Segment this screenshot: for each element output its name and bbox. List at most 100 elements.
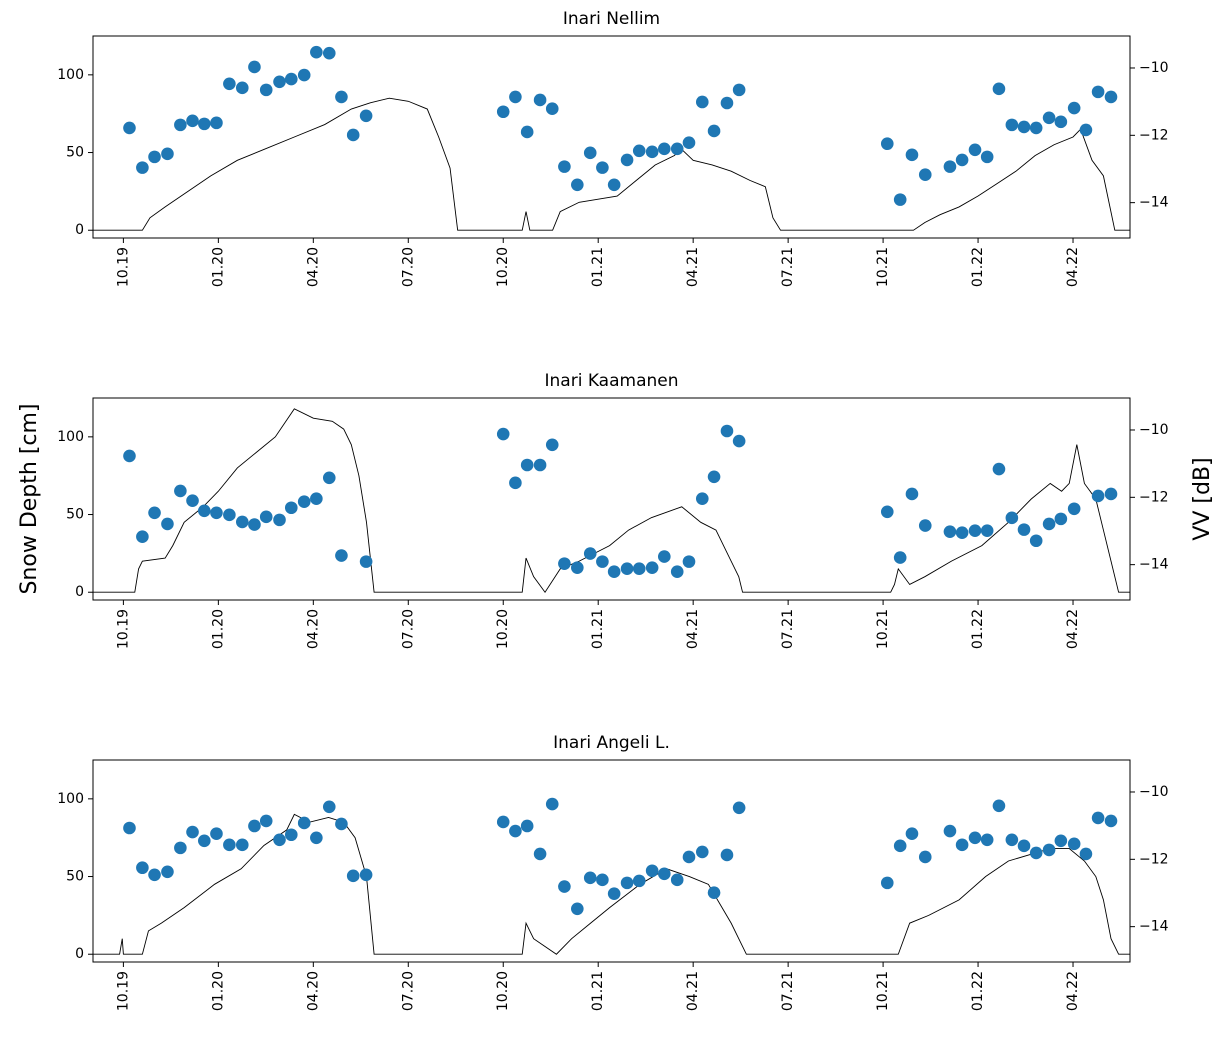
vv-point <box>533 458 547 472</box>
vv-point <box>1067 101 1081 115</box>
vv-point <box>186 825 199 839</box>
vv-point <box>645 145 659 159</box>
vv-point <box>1067 502 1081 516</box>
vv-point <box>1091 811 1105 825</box>
vv-point <box>335 549 348 562</box>
vv-point <box>905 487 919 501</box>
vv-point <box>1005 511 1019 525</box>
vv-point <box>509 824 522 838</box>
plot-frame <box>92 35 1131 239</box>
vv-point <box>893 839 907 853</box>
vv-point <box>186 494 199 507</box>
x-tick-label: 10.21 <box>875 971 891 1011</box>
vv-point <box>136 530 149 544</box>
vv-point <box>223 77 236 91</box>
vv-point <box>322 471 336 485</box>
x-tick-label: 07.21 <box>780 247 796 287</box>
vv-point <box>571 902 584 916</box>
vv-point <box>980 833 994 847</box>
vv-point <box>893 193 907 206</box>
y2-tick-label: −12 <box>1139 851 1169 867</box>
vv-point <box>682 555 696 568</box>
vv-point <box>880 137 894 151</box>
vv-point <box>520 458 534 472</box>
vv-point <box>707 124 721 138</box>
vv-point <box>509 90 522 104</box>
vv-point <box>1079 847 1093 861</box>
vv-point <box>720 424 734 438</box>
vv-point <box>123 821 136 835</box>
x-tick-label: 10.19 <box>115 247 131 287</box>
vv-point <box>223 508 236 522</box>
vv-point <box>297 816 311 830</box>
vv-point <box>632 144 646 158</box>
vv-point <box>346 869 360 883</box>
vv-point <box>322 46 336 60</box>
vv-point <box>620 153 634 167</box>
vv-point <box>670 873 684 887</box>
panel-title: Inari Angeli L. <box>553 733 670 753</box>
vv-point <box>955 153 969 167</box>
x-tick-label: 10.21 <box>875 247 891 287</box>
vv-point <box>943 824 957 838</box>
vv-point <box>632 562 646 575</box>
vv-point <box>148 868 161 882</box>
vv-point <box>943 160 957 173</box>
vv-point <box>720 848 734 862</box>
y2-axis-label: VV [dB] <box>1190 457 1215 540</box>
vv-point <box>123 449 136 463</box>
vv-point <box>955 838 969 852</box>
vv-point <box>161 865 174 879</box>
x-tick-label: 10.20 <box>495 247 511 287</box>
vv-point <box>496 815 510 829</box>
vv-point <box>545 797 559 811</box>
vv-point <box>259 814 273 828</box>
y-tick-label: 0 <box>75 946 84 962</box>
y2-tick-label: −14 <box>1139 919 1169 935</box>
x-tick-label: 10.19 <box>115 609 131 649</box>
x-tick-label: 10.20 <box>495 609 511 649</box>
vv-point <box>259 510 273 524</box>
x-tick-label: 01.20 <box>210 247 226 287</box>
vv-point <box>880 505 894 519</box>
vv-point <box>1017 523 1031 536</box>
vv-point <box>1054 115 1068 129</box>
y-tick-label: 0 <box>75 222 84 238</box>
vv-point <box>335 817 348 831</box>
x-tick-label: 04.20 <box>305 971 321 1011</box>
vv-point <box>657 550 671 563</box>
vv-point <box>322 800 336 814</box>
vv-point <box>161 517 174 531</box>
vv-point <box>545 102 559 116</box>
vv-point <box>571 561 584 574</box>
y-tick-label: 100 <box>57 791 84 807</box>
x-tick-label: 04.21 <box>685 247 701 287</box>
panel-title: Inari Kaamanen <box>545 371 679 391</box>
x-tick-label: 04.21 <box>685 971 701 1011</box>
vv-point <box>297 495 311 508</box>
vv-point <box>210 116 223 130</box>
vv-point <box>682 136 696 150</box>
y-tick-label: 0 <box>75 584 84 600</box>
vv-point <box>670 142 684 156</box>
y2-tick-label: −10 <box>1139 60 1169 76</box>
vv-point <box>968 524 982 537</box>
vv-point <box>297 68 311 82</box>
vv-point <box>657 867 671 881</box>
x-tick-label: 01.21 <box>590 971 606 1011</box>
plot-frame <box>92 397 1131 601</box>
vv-point <box>1104 487 1118 501</box>
vv-point <box>620 562 634 575</box>
y2-tick-label: −10 <box>1139 784 1169 800</box>
vv-point <box>918 519 932 532</box>
vv-point <box>1091 489 1105 503</box>
vv-point <box>583 871 597 885</box>
vv-point <box>657 142 671 156</box>
y-tick-label: 50 <box>66 145 84 161</box>
vv-point <box>732 801 746 815</box>
x-tick-label: 04.20 <box>305 609 321 649</box>
vv-point <box>284 72 298 86</box>
y-axis-label: Snow Depth [cm] <box>17 403 42 594</box>
x-tick-label: 01.22 <box>970 971 986 1011</box>
